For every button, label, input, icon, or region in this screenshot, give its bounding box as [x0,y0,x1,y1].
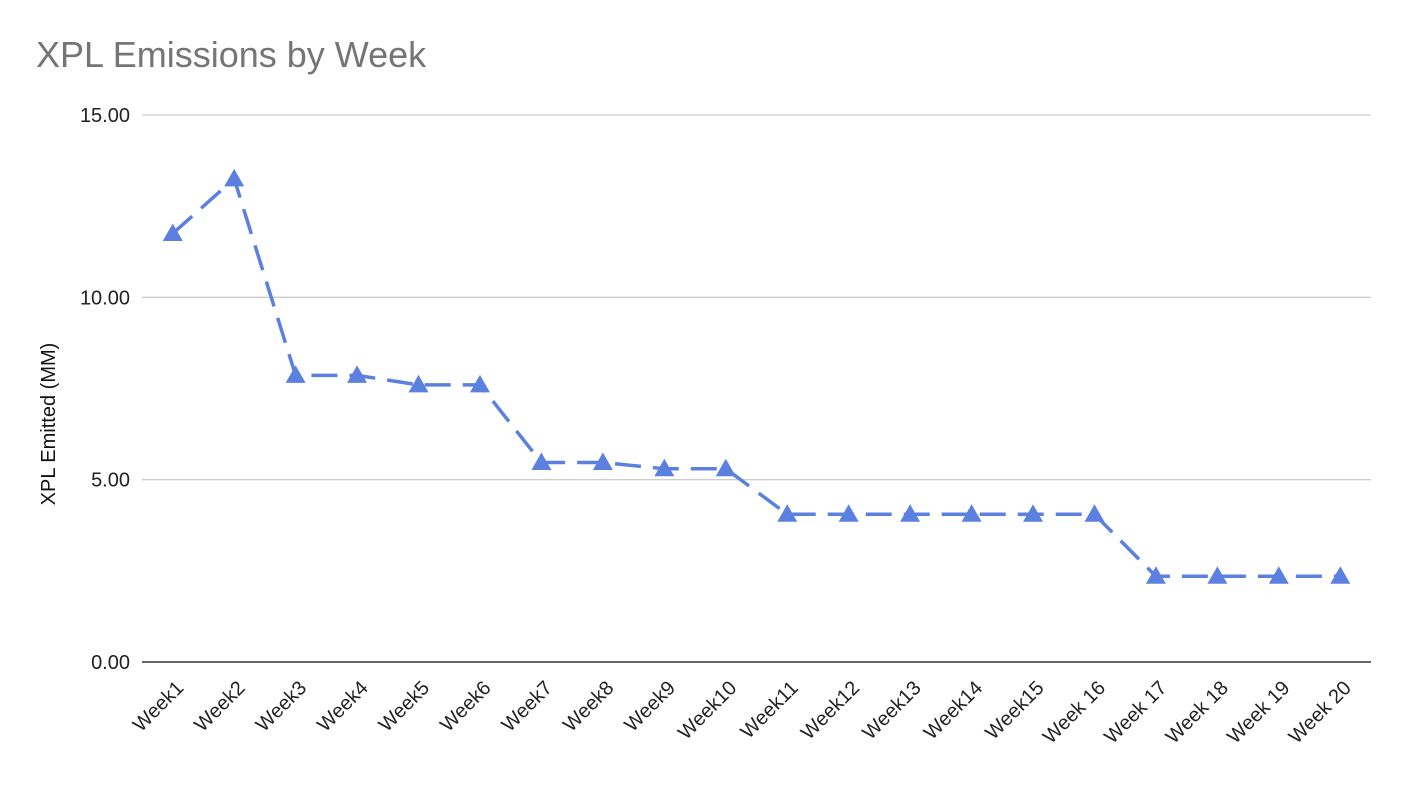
x-tick-label: Week 19 [1223,677,1294,748]
data-point-marker [531,452,552,471]
data-point-marker [285,365,306,383]
data-point-marker [654,458,675,477]
y-tick-label: 0.00 [91,652,130,674]
y-axis-title: XPL Emitted (MM) [38,343,60,506]
data-point-marker [162,223,183,242]
data-point-marker [1145,566,1166,584]
x-tick-label: Week 18 [1162,677,1233,748]
data-point-marker [1084,504,1105,522]
data-point-marker [224,168,245,187]
data-point-marker [408,374,429,393]
data-point-marker [961,504,982,522]
y-tick-label: 5.00 [91,470,130,492]
gridlines [142,114,1371,481]
series-line [171,177,1341,579]
data-point-marker [592,452,613,471]
x-tick-label: Week1 [129,677,188,736]
x-tick-label: Week2 [190,677,249,736]
x-tick-label: Week7 [498,677,557,736]
x-tick-label: Week10 [674,677,741,744]
data-point-marker [838,504,859,522]
data-point-marker [900,504,921,522]
x-tick-label: Week6 [436,677,495,736]
x-tick-label: Week 16 [1039,677,1110,748]
data-point-marker [777,504,798,522]
chart-title: XPL Emissions by Week [36,34,427,75]
data-point-marker [1330,566,1351,584]
series-layer [162,168,1351,584]
x-tick-label: Week12 [797,677,864,744]
x-tick-label: Week5 [375,677,434,736]
data-point-marker [1268,566,1289,584]
data-point-marker [1207,566,1228,584]
data-point-marker [347,365,368,383]
x-tick-label: Week 20 [1285,677,1356,748]
x-tick-label: Week14 [920,677,987,744]
data-point-marker [469,374,490,393]
x-tick-label: Week9 [621,677,680,736]
x-tick-label: Week13 [858,677,925,744]
x-tick-label: Week4 [313,677,372,736]
x-tick-label: Week15 [981,677,1048,744]
x-tick-label: Week 17 [1100,677,1171,748]
data-point-marker [1023,504,1044,522]
y-tick-label: 10.00 [80,287,130,309]
y-tick-label: 15.00 [80,105,130,127]
data-point-marker [715,458,736,477]
x-tick-label: Week11 [737,677,803,743]
x-tick-label: Week8 [559,677,618,736]
x-tick-label: Week3 [252,677,311,736]
